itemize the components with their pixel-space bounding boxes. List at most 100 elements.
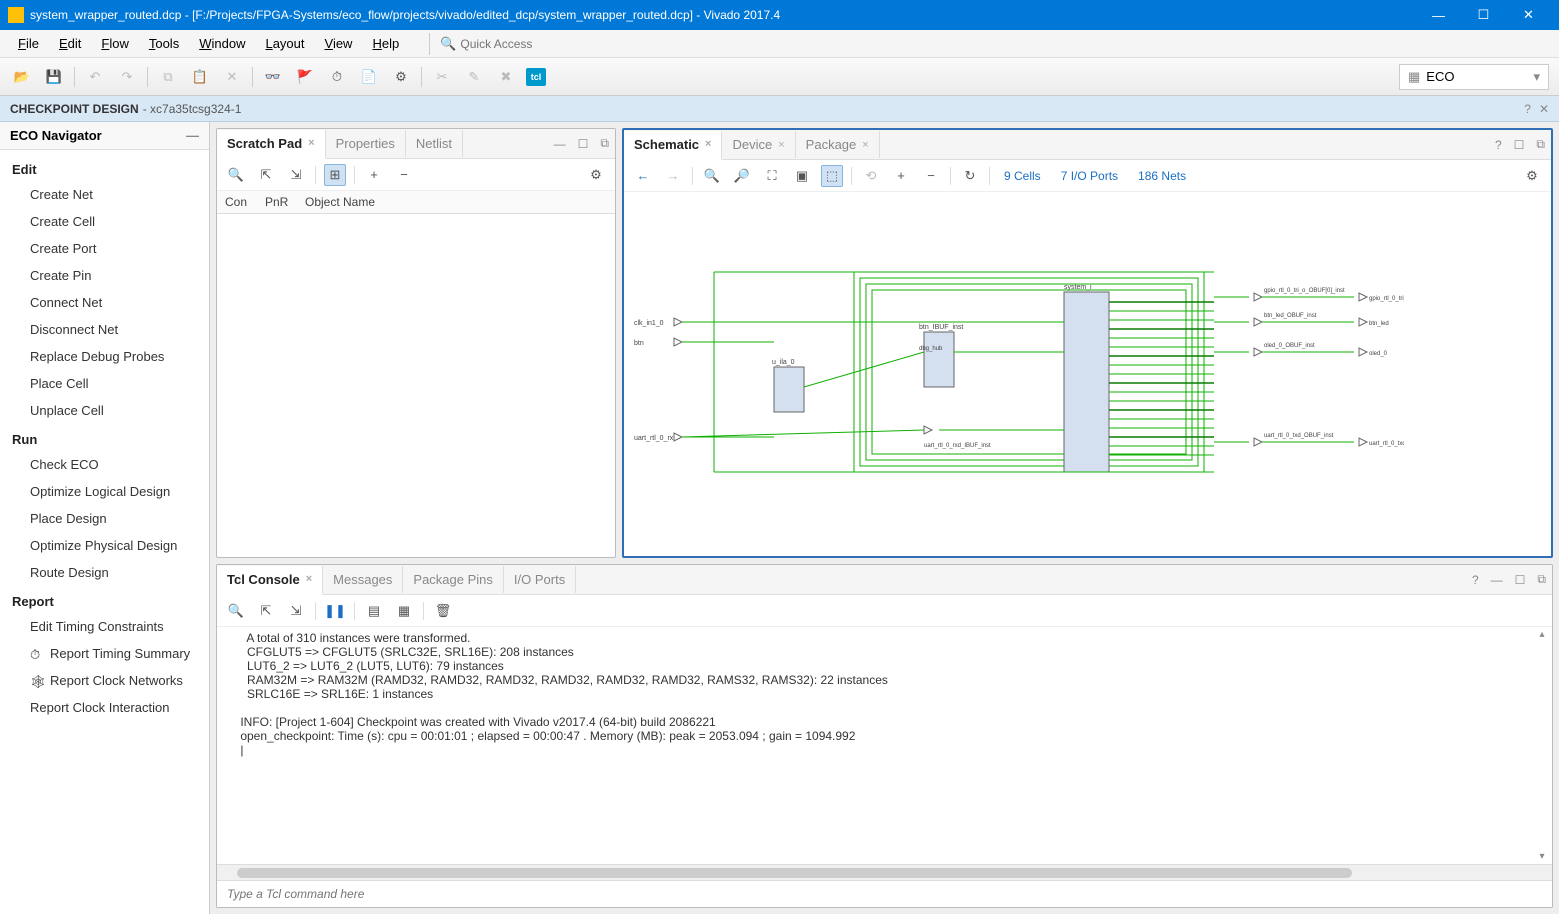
log-icon[interactable]: ▤: [363, 600, 385, 622]
nav-item-create-port[interactable]: Create Port: [0, 235, 209, 262]
tool1-icon[interactable]: ✂: [430, 65, 454, 89]
expand-icon[interactable]: ⇲: [285, 600, 307, 622]
menu-help[interactable]: Help: [362, 32, 409, 55]
menu-layout[interactable]: Layout: [255, 32, 314, 55]
nav-item-place-cell[interactable]: Place Cell: [0, 370, 209, 397]
flag-icon[interactable]: 🚩: [293, 65, 317, 89]
panel-maximize-icon[interactable]: ☐: [1509, 573, 1532, 587]
save-icon[interactable]: 💾: [42, 65, 66, 89]
list-icon[interactable]: ▦: [393, 600, 415, 622]
regenerate-icon[interactable]: ⟲: [860, 165, 882, 187]
menu-edit[interactable]: Edit: [49, 32, 91, 55]
help-icon[interactable]: ?: [1524, 102, 1531, 116]
quick-access-input[interactable]: [456, 33, 606, 55]
gear-icon[interactable]: ⚙: [1521, 165, 1543, 187]
panel-minimize-icon[interactable]: —: [1485, 573, 1509, 587]
collapse-icon[interactable]: —: [186, 128, 199, 143]
redo-icon[interactable]: ↷: [115, 65, 139, 89]
nav-item-disconnect-net[interactable]: Disconnect Net: [0, 316, 209, 343]
col-pnr[interactable]: PnR: [257, 191, 297, 213]
tool2-icon[interactable]: ✎: [462, 65, 486, 89]
nav-item-place-design[interactable]: Place Design: [0, 505, 209, 532]
tab-properties[interactable]: Properties: [326, 130, 406, 157]
tab-scratch-pad[interactable]: Scratch Pad×: [217, 130, 326, 159]
zoom-fit-icon[interactable]: ⛶: [761, 165, 783, 187]
panel-maximize-icon[interactable]: ☐: [1508, 138, 1531, 152]
tcl-icon[interactable]: tcl: [526, 68, 546, 86]
col-objname[interactable]: Object Name: [297, 191, 615, 213]
nav-item-replace-debug-probes[interactable]: Replace Debug Probes: [0, 343, 209, 370]
close-design-icon[interactable]: ✕: [1539, 102, 1549, 116]
tab-package-pins[interactable]: Package Pins: [403, 566, 504, 593]
tab-schematic[interactable]: Schematic×: [624, 131, 722, 160]
nav-item-route-design[interactable]: Route Design: [0, 559, 209, 586]
panel-float-icon[interactable]: ⧉: [594, 136, 615, 151]
flow-selector[interactable]: ▦ ECO: [1399, 64, 1549, 90]
undo-icon[interactable]: ↶: [83, 65, 107, 89]
gear-icon[interactable]: ⚙: [585, 164, 607, 186]
collapse-all-icon[interactable]: ⇱: [255, 164, 277, 186]
add-icon[interactable]: +: [363, 164, 385, 186]
zoom-in-icon[interactable]: 🔍: [701, 165, 723, 187]
zoom-area-icon[interactable]: ▣: [791, 165, 813, 187]
tool3-icon[interactable]: ✖: [494, 65, 518, 89]
tab-netlist[interactable]: Netlist: [406, 130, 463, 157]
schematic-canvas[interactable]: clk_in1_0btnuart_rtl_0_rxdu_ila_0btn_IBU…: [624, 192, 1551, 556]
clipboard-icon[interactable]: 📄: [357, 65, 381, 89]
settings-icon[interactable]: ⚙: [389, 65, 413, 89]
tree-icon[interactable]: ⊞: [324, 164, 346, 186]
tab-package[interactable]: Package×: [796, 131, 880, 158]
remove-icon[interactable]: −: [920, 165, 942, 187]
zoom-out-icon[interactable]: 🔎: [731, 165, 753, 187]
back-icon[interactable]: ←: [632, 165, 654, 187]
tab-i/o-ports[interactable]: I/O Ports: [504, 566, 576, 593]
close-button[interactable]: ✕: [1506, 0, 1551, 30]
h-scrollbar[interactable]: [217, 864, 1552, 880]
nav-item-report-timing-summary[interactable]: ⏱Report Timing Summary: [0, 640, 209, 667]
menu-flow[interactable]: Flow: [91, 32, 138, 55]
tab-close-icon[interactable]: ×: [862, 139, 868, 151]
panel-minimize-icon[interactable]: —: [548, 137, 572, 151]
tab-close-icon[interactable]: ×: [306, 573, 312, 585]
console-output[interactable]: A total of 310 instances were transforme…: [217, 627, 1552, 864]
cells-link[interactable]: 9 Cells: [998, 169, 1047, 183]
tcl-command-input[interactable]: [217, 881, 1552, 907]
delete-icon[interactable]: ✕: [220, 65, 244, 89]
nav-item-edit-timing-constraints[interactable]: Edit Timing Constraints: [0, 613, 209, 640]
nav-item-optimize-logical-design[interactable]: Optimize Logical Design: [0, 478, 209, 505]
tab-tcl-console[interactable]: Tcl Console×: [217, 566, 323, 595]
menu-file[interactable]: File: [8, 32, 49, 55]
open-icon[interactable]: 📂: [10, 65, 34, 89]
pause-icon[interactable]: ❚❚: [324, 600, 346, 622]
maximize-button[interactable]: ☐: [1461, 0, 1506, 30]
clock-icon[interactable]: ⏱: [325, 65, 349, 89]
tab-close-icon[interactable]: ×: [705, 138, 711, 150]
expand-all-icon[interactable]: ⇲: [285, 164, 307, 186]
minimize-button[interactable]: —: [1416, 0, 1461, 30]
add-icon[interactable]: +: [890, 165, 912, 187]
refresh-icon[interactable]: ↻: [959, 165, 981, 187]
select-icon[interactable]: ⬚: [821, 165, 843, 187]
copy-icon[interactable]: ⧉: [156, 65, 180, 89]
search-icon[interactable]: 🔍: [225, 600, 247, 622]
forward-icon[interactable]: →: [662, 165, 684, 187]
nav-item-connect-net[interactable]: Connect Net: [0, 289, 209, 316]
nets-link[interactable]: 186 Nets: [1132, 169, 1192, 183]
tab-device[interactable]: Device×: [722, 131, 795, 158]
panel-help-icon[interactable]: ?: [1466, 573, 1485, 587]
menu-view[interactable]: View: [315, 32, 363, 55]
remove-icon[interactable]: −: [393, 164, 415, 186]
menu-window[interactable]: Window: [189, 32, 255, 55]
panel-maximize-icon[interactable]: ☐: [572, 137, 595, 151]
search-icon[interactable]: 🔍: [225, 164, 247, 186]
nav-item-check-eco[interactable]: Check ECO: [0, 451, 209, 478]
panel-help-icon[interactable]: ?: [1489, 138, 1508, 152]
tab-messages[interactable]: Messages: [323, 566, 403, 593]
menu-tools[interactable]: Tools: [139, 32, 189, 55]
nav-item-unplace-cell[interactable]: Unplace Cell: [0, 397, 209, 424]
clear-icon[interactable]: 🗑: [432, 600, 454, 622]
panel-float-icon[interactable]: ⧉: [1530, 137, 1551, 152]
nav-item-report-clock-networks[interactable]: 🕸Report Clock Networks: [0, 667, 209, 694]
collapse-icon[interactable]: ⇱: [255, 600, 277, 622]
tab-close-icon[interactable]: ×: [778, 139, 784, 151]
